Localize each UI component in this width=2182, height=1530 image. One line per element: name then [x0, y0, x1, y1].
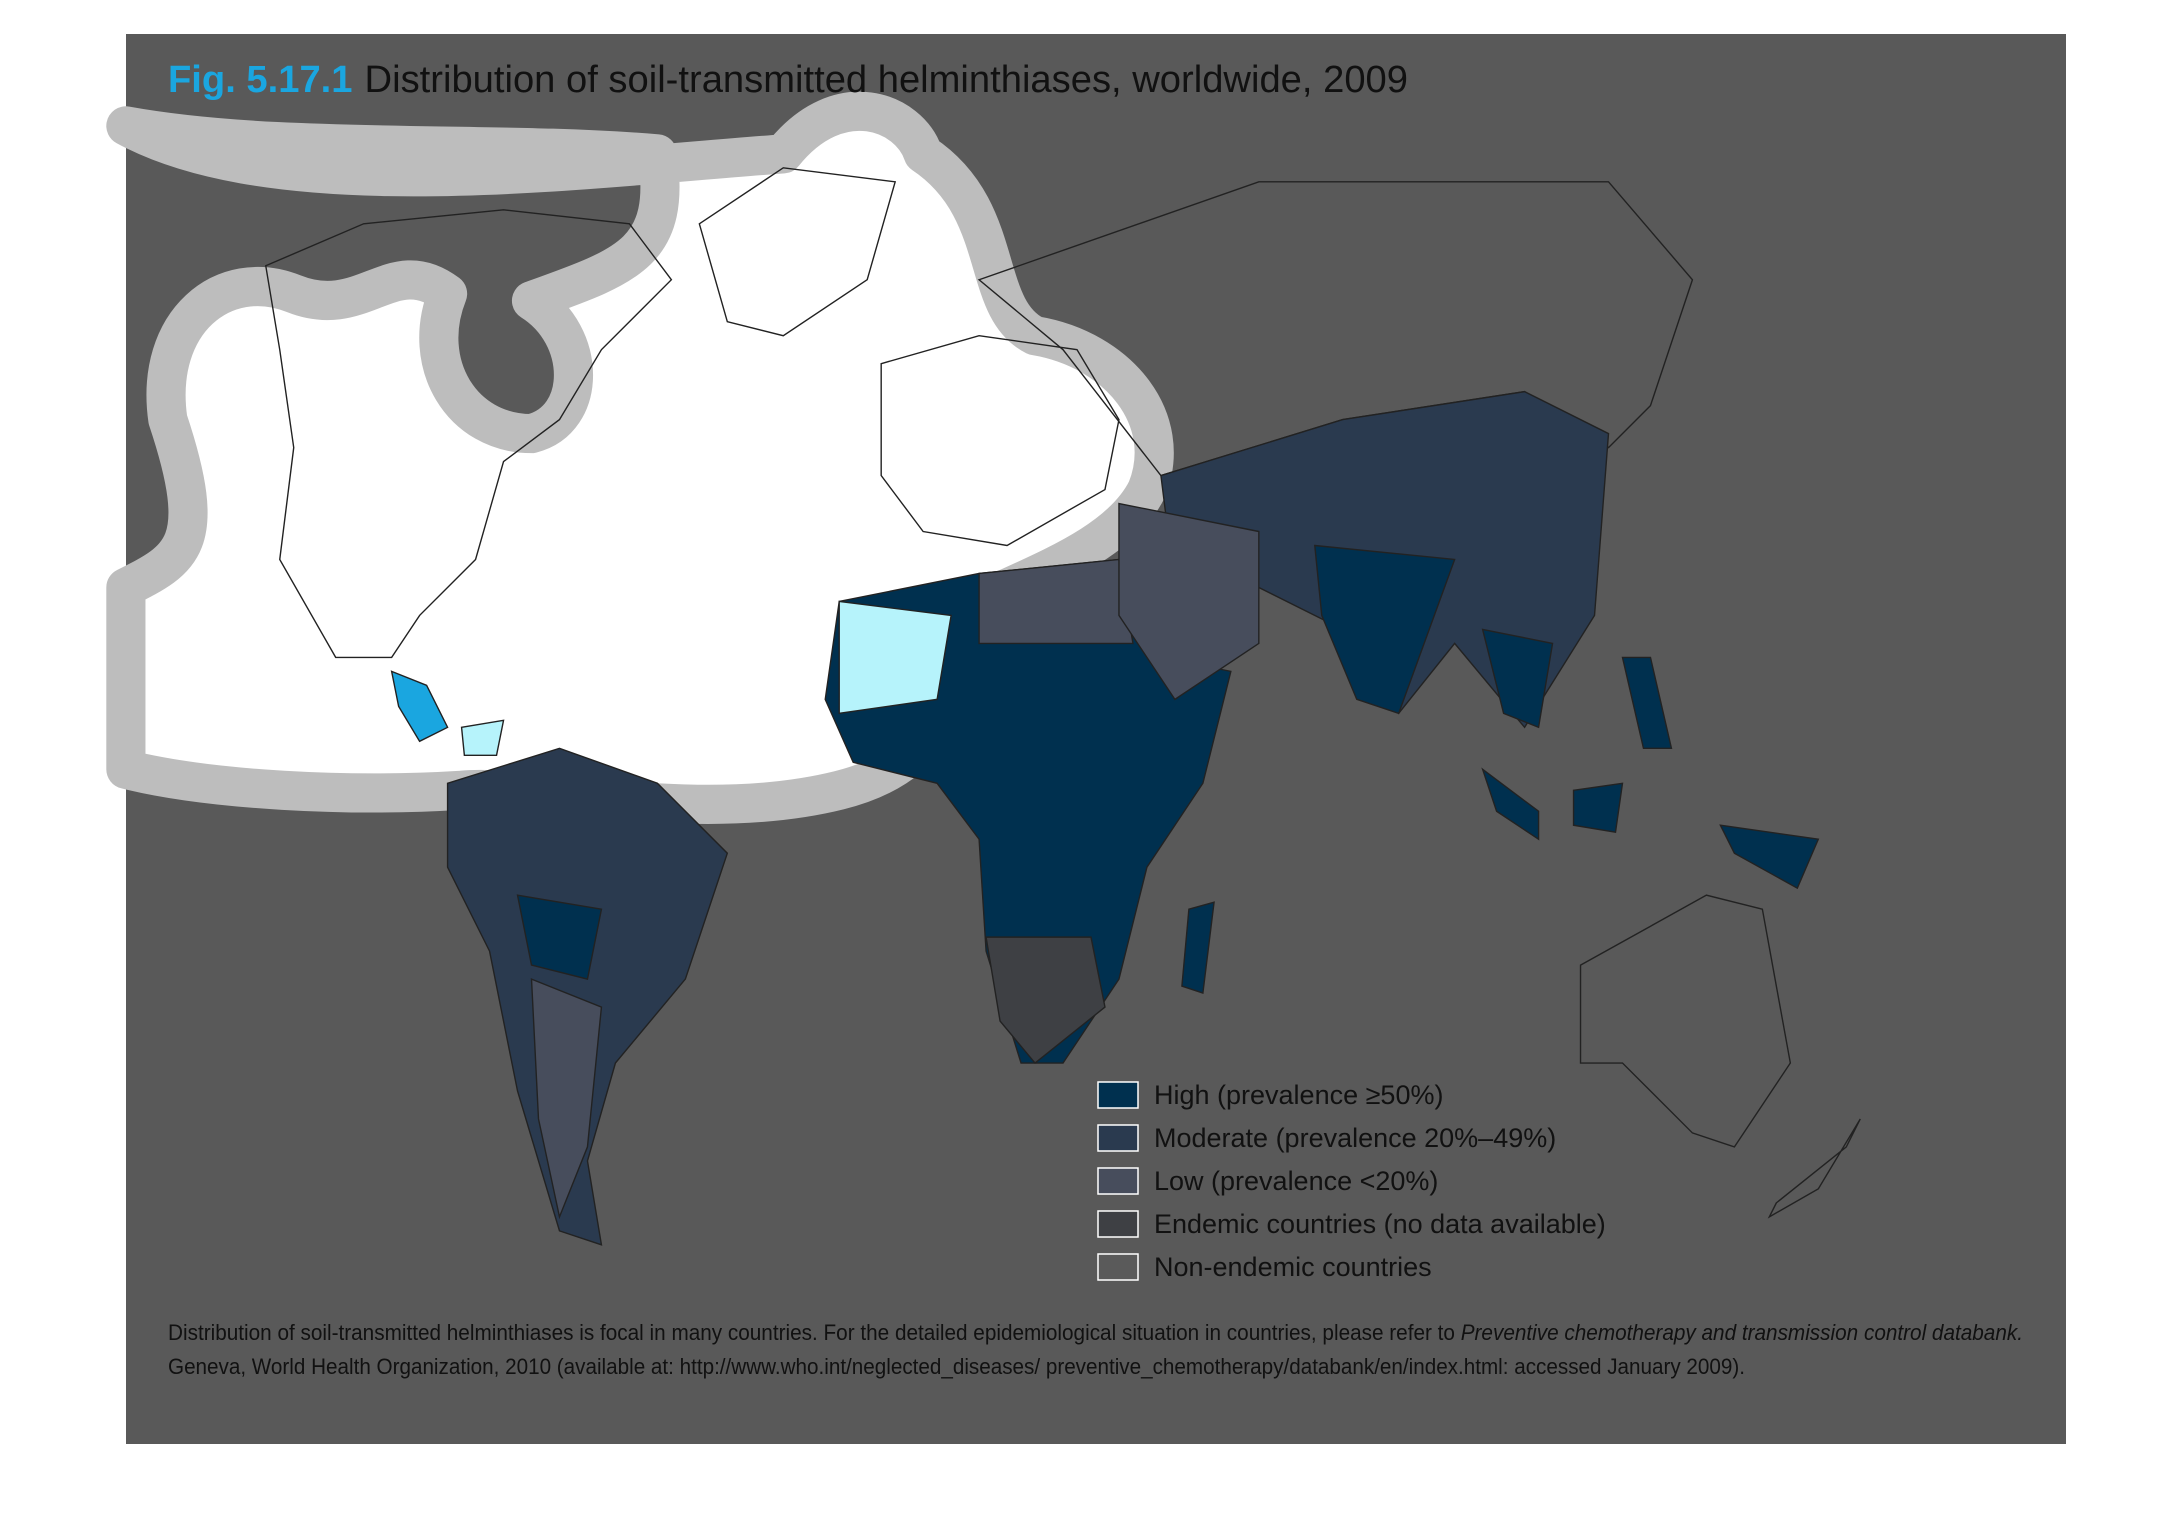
- footnote-italic: Preventive chemotherapy and transmission…: [1461, 1320, 2023, 1345]
- figure-label: Fig. 5.17.1: [168, 59, 353, 101]
- greenland: [698, 167, 897, 337]
- footnote-line-1: Distribution of soil-transmitted helmint…: [168, 1320, 2023, 1345]
- legend: High (prevalence ≥50%) Moderate (prevalen…: [1097, 1080, 1606, 1282]
- legend-swatch: [1097, 1167, 1139, 1195]
- colombia-north: [460, 719, 505, 756]
- australia: [1579, 894, 1792, 1148]
- footnote-text: Distribution of soil-transmitted helmint…: [168, 1320, 1461, 1345]
- sumatra: [1481, 767, 1540, 841]
- legend-label: Moderate (prevalence 20%–49%): [1154, 1123, 1556, 1153]
- footnote-line-2: Geneva, World Health Organization, 2010 …: [168, 1354, 1745, 1379]
- india: [1313, 544, 1456, 715]
- europe: [880, 334, 1120, 547]
- title: Fig. 5.17.1 Distribution of soil-transmit…: [168, 59, 1408, 101]
- legend-swatch: [1097, 1081, 1139, 1109]
- legend-swatch: [1097, 1210, 1139, 1238]
- legend-label: High (prevalence ≥50%): [1154, 1080, 1443, 1110]
- borneo: [1572, 782, 1624, 834]
- southeast-asia: [1481, 628, 1554, 729]
- legend-label: Non-endemic countries: [1154, 1252, 1432, 1282]
- new-zealand: [1767, 1118, 1861, 1219]
- north-america: [264, 209, 673, 659]
- north-asia: [977, 181, 1694, 477]
- philippines: [1621, 656, 1673, 750]
- madagascar: [1181, 901, 1215, 995]
- title-text: Distribution of soil-transmitted helmint…: [365, 59, 1408, 101]
- west-africa: [838, 600, 952, 715]
- north-africa: [978, 558, 1134, 645]
- middle-east: [1118, 502, 1260, 701]
- legend-swatch: [1097, 1124, 1139, 1152]
- legend-swatch: [1097, 1253, 1139, 1281]
- new-guinea: [1719, 824, 1820, 890]
- southern-africa: [985, 936, 1106, 1064]
- legend-label: Endemic countries (no data available): [1154, 1209, 1606, 1239]
- south-america: [446, 747, 729, 1246]
- world-map: [106, 91, 1861, 1246]
- bolivia: [516, 894, 603, 980]
- argentina: [530, 978, 603, 1220]
- central-america: [390, 670, 449, 743]
- legend-label: Low (prevalence <20%): [1154, 1166, 1438, 1196]
